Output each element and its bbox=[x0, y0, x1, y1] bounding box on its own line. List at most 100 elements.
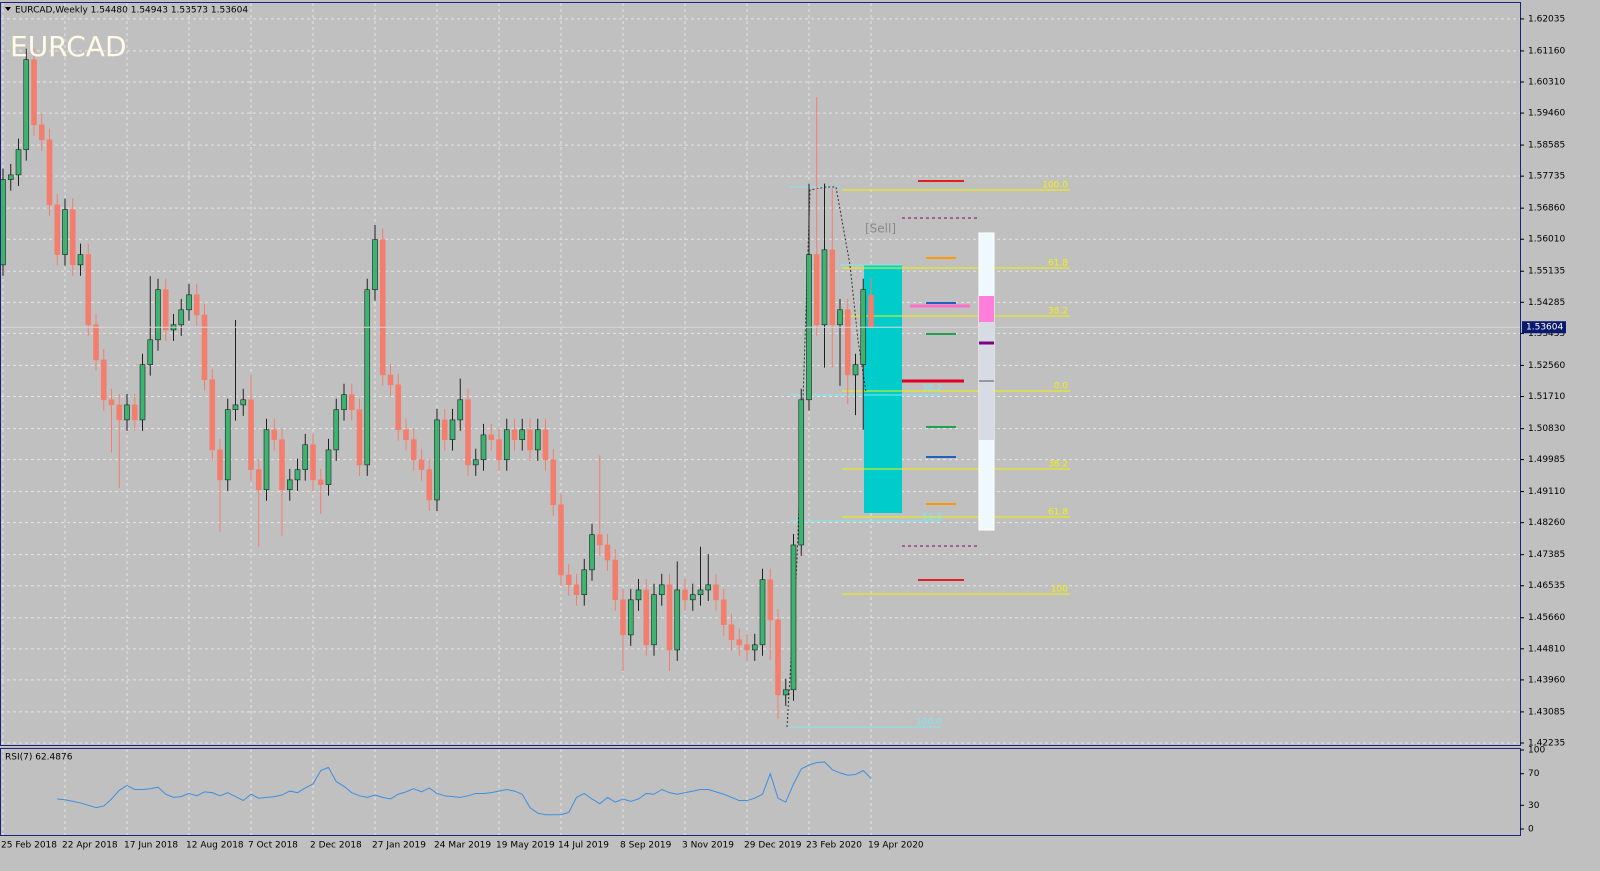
x-tick-label: 17 Jun 2018 bbox=[124, 841, 178, 851]
y-tick-label: 1.60310 bbox=[1528, 77, 1565, 87]
candle-body bbox=[372, 239, 378, 291]
annotation: 100.0 bbox=[916, 718, 942, 728]
candle-body bbox=[775, 619, 781, 696]
candle-body bbox=[7, 174, 14, 180]
candle-body bbox=[666, 584, 673, 651]
range-bar-zone bbox=[979, 296, 994, 322]
candle-body bbox=[209, 379, 216, 451]
candle-body bbox=[15, 149, 22, 176]
menu-icon[interactable] bbox=[5, 7, 11, 11]
candle-body bbox=[85, 254, 92, 326]
candle-body bbox=[844, 309, 851, 376]
candle-body bbox=[503, 429, 510, 461]
x-tick-label: 27 Jan 2019 bbox=[372, 841, 426, 851]
candle-body bbox=[736, 639, 743, 646]
candle-body bbox=[38, 124, 45, 141]
y-tick-label: 1.58585 bbox=[1528, 141, 1565, 151]
candle-body bbox=[565, 574, 572, 586]
candle-body bbox=[658, 584, 665, 595]
annotation: 38.2 bbox=[922, 384, 942, 394]
x-tick-label: 7 Oct 2018 bbox=[248, 841, 298, 851]
last-price-label: 1.53604 bbox=[1526, 323, 1563, 333]
candle-body bbox=[472, 459, 479, 466]
candle-body bbox=[46, 139, 53, 206]
candle-body bbox=[558, 504, 564, 576]
y-tick-label: 1.47385 bbox=[1528, 550, 1565, 560]
fib-label: 61.8 bbox=[1048, 508, 1068, 518]
candle-body bbox=[217, 449, 223, 481]
candle-body bbox=[465, 399, 471, 466]
fib-label: 100 bbox=[1051, 585, 1068, 595]
x-tick-label: 3 Nov 2019 bbox=[682, 841, 734, 851]
candle-body bbox=[767, 579, 774, 621]
candle-body bbox=[186, 294, 192, 311]
y-tick-label: 1.59460 bbox=[1528, 109, 1565, 119]
candle-body bbox=[651, 594, 657, 646]
chart-header: EURCAD,Weekly 1.54480 1.54943 1.53573 1.… bbox=[15, 6, 248, 16]
candle-body bbox=[341, 394, 347, 410]
x-tick-label: 12 Aug 2018 bbox=[186, 841, 244, 851]
candle-body bbox=[682, 589, 688, 601]
candle-body bbox=[697, 589, 704, 595]
candle-body bbox=[511, 429, 518, 440]
y-tick-label: 1.49110 bbox=[1528, 487, 1565, 497]
candle-body bbox=[31, 59, 37, 126]
candle-body bbox=[418, 459, 425, 470]
candle-body bbox=[387, 374, 394, 386]
candle-body bbox=[620, 599, 626, 636]
candle-body bbox=[449, 419, 456, 440]
candle-body bbox=[271, 429, 278, 440]
candle-body bbox=[434, 419, 440, 501]
y-tick-label: 1.50830 bbox=[1528, 424, 1565, 434]
candle-body bbox=[54, 204, 61, 255]
candle-body bbox=[124, 404, 130, 421]
x-tick-label: 8 Sep 2019 bbox=[620, 841, 672, 851]
candle-body bbox=[178, 309, 185, 326]
x-tick-label: 14 Jul 2019 bbox=[558, 841, 609, 851]
candle-body bbox=[131, 404, 138, 421]
axis-layer: 1.62035 1.61160 1.60310 1.59460 1.58585 1.577… bbox=[1, 14, 1566, 851]
candle-body bbox=[751, 644, 758, 651]
candle-body bbox=[534, 429, 541, 451]
candle-layer bbox=[0, 48, 1520, 719]
candle-body bbox=[69, 209, 76, 266]
candle-body bbox=[333, 409, 340, 451]
x-tick-label: 29 Dec 2019 bbox=[744, 841, 802, 851]
x-tick-label: 2 Dec 2018 bbox=[310, 841, 362, 851]
candle-body bbox=[395, 384, 402, 431]
candle-body bbox=[356, 409, 363, 466]
candle-body bbox=[542, 429, 549, 461]
candle-body bbox=[232, 404, 239, 410]
fib-label: 61.8 bbox=[1048, 259, 1068, 269]
y-tick-label: 1.43085 bbox=[1528, 707, 1565, 717]
annotation: 61.8 bbox=[922, 513, 942, 523]
candle-body bbox=[627, 599, 634, 636]
candle-body bbox=[635, 589, 642, 601]
candle-body bbox=[581, 569, 588, 595]
candle-body bbox=[348, 394, 355, 410]
y-tick-label: 1.62035 bbox=[1528, 14, 1565, 24]
grid-layer bbox=[1, 3, 1520, 835]
candle-body bbox=[457, 399, 464, 421]
candle-body bbox=[23, 59, 30, 150]
candle-body bbox=[488, 434, 495, 440]
candle-body bbox=[589, 534, 595, 571]
rsi-line bbox=[57, 761, 872, 816]
y-tick-label: 1.53435 bbox=[1528, 329, 1565, 339]
candle-body bbox=[480, 434, 487, 461]
candle-body bbox=[868, 294, 874, 328]
y-tick-label: 0 bbox=[1528, 825, 1534, 835]
candle-body bbox=[294, 469, 301, 481]
y-tick-label: 1.49985 bbox=[1528, 455, 1565, 465]
candle-body bbox=[426, 469, 433, 501]
candle-body bbox=[379, 239, 386, 376]
y-tick-label: 100 bbox=[1528, 746, 1545, 756]
candle-body bbox=[201, 314, 208, 380]
candle-body bbox=[744, 644, 750, 651]
fib-label: 100.0 bbox=[1042, 181, 1068, 191]
candle-body bbox=[728, 624, 735, 640]
candle-body bbox=[519, 429, 526, 440]
y-tick-label: 1.54285 bbox=[1528, 298, 1565, 308]
watermark: EURCAD bbox=[10, 30, 127, 63]
